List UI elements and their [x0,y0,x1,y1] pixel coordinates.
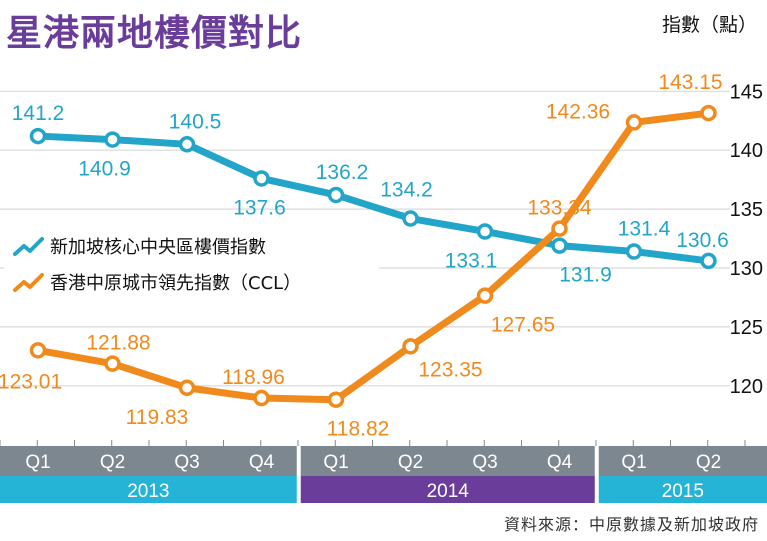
data-point [178,136,196,153]
x-tick-label: Q4 [547,452,573,473]
year-label: 2013 [127,481,169,502]
data-label: 123.35 [418,358,482,381]
data-label: 121.88 [86,332,150,355]
quarter-band-2014 [300,446,595,476]
source-note: 資料來源：中原數據及新加坡政府 [503,515,759,534]
data-point [625,114,643,131]
data-label: 131.4 [618,218,671,241]
data-point [700,252,717,270]
data-point [476,223,494,240]
data-label: 143.15 [658,71,722,94]
data-point [551,237,568,254]
data-labels: 141.2 140.9 140.5 137.6 136.2 134.2 133.1 131.9… [0,71,729,441]
x-tick-label: Q1 [323,452,348,473]
y-tick-label: 125 [730,317,763,339]
year-label: 2015 [662,481,704,502]
year-band-2014 [300,476,595,503]
data-label: 133.34 [527,197,592,220]
data-point [327,391,345,408]
data-label: 118.96 [222,366,285,389]
x-tick-label: Q3 [472,452,497,473]
legend-label-sg: 新加坡核心中央區樓價指數 [50,237,266,258]
data-point [402,210,419,227]
data-label: 134.2 [380,179,433,202]
data-label: 140.5 [169,110,222,133]
data-point [625,243,643,260]
quarter-band-2013 [0,446,297,476]
legend-line-icon-hk [13,273,44,292]
data-label: 130.6 [676,229,729,252]
legend-item-sg: 新加坡核心中央區樓價指數 [12,229,266,263]
y-axis-unit-label: 指數（點） [661,14,757,36]
data-point [476,287,494,304]
chart-title: 星港兩地樓價對比 [6,12,303,54]
y-tick-label: 135 [730,199,763,221]
data-point [253,389,270,407]
legend-item-hk: 香港中原城市領先指數（CCL） [12,265,301,299]
data-point [700,104,717,122]
y-tick-label: 140 [730,140,763,162]
x-tick-label: Q2 [100,452,125,473]
data-label: 119.83 [126,406,189,429]
data-point [551,220,568,237]
x-tick-label: Q4 [249,452,275,473]
time-axis: 2013 2014 2015 Q1 Q2 Q3 Q4 Q1 Q2 Q3 Q4 Q1 Q2 [0,440,767,503]
legend-line-icon-sg [13,237,44,256]
data-point [104,355,121,372]
data-label: 131.9 [559,264,612,287]
data-point [253,170,270,187]
series-line-0 [34,132,712,265]
data-label: 141.2 [12,102,65,125]
data-label: 123.01 [0,370,62,393]
data-label: 137.6 [233,196,286,219]
y-tick-label: 145 [730,81,763,103]
data-label: 142.36 [546,100,610,123]
quarter-band-2015 [598,446,767,476]
x-tick-label: Q2 [398,452,423,473]
x-tick-label: Q1 [25,452,50,473]
year-label: 2014 [427,481,470,502]
data-point [29,342,47,359]
legend: 新加坡核心中央區樓價指數 香港中原城市領先指數（CCL） [4,223,379,303]
data-point [104,131,121,148]
x-tick-label: Q1 [621,452,646,473]
data-label: 118.82 [327,418,390,441]
data-point [178,379,196,397]
y-axis-ticks: 120 125 130 135 140 145 [730,81,763,398]
year-band-2015 [598,476,767,503]
y-tick-label: 130 [730,258,763,280]
year-band-2013 [0,476,297,503]
x-tick-label: Q2 [696,452,721,473]
data-point [29,127,47,145]
y-tick-label: 120 [730,376,763,398]
legend-label-hk: 香港中原城市領先指數（CCL） [50,273,302,294]
data-label: 127.65 [491,314,555,337]
series-line-1 [34,109,712,404]
x-tick-label: Q3 [174,452,199,473]
data-label: 136.2 [316,161,369,184]
data-label: 133.1 [445,249,498,272]
data-label: 140.9 [78,158,131,181]
series-lines [29,104,717,408]
data-point [327,186,345,204]
data-point [402,338,419,355]
